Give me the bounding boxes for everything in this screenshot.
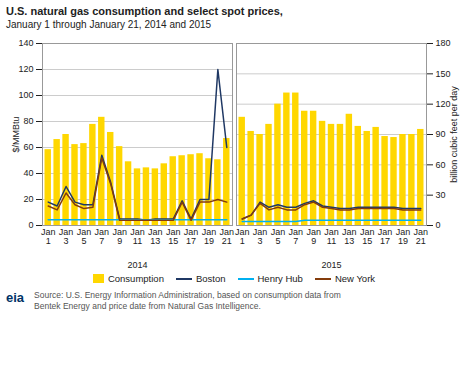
html-text:eia: eia — [6, 290, 25, 305]
svg-text:2015: 2015 — [321, 260, 341, 270]
svg-text:Jan7: Jan7 — [289, 227, 304, 246]
html-text:Boston: Boston — [195, 273, 226, 284]
svg-text:Jan17: Jan17 — [378, 227, 393, 246]
svg-text:Jan19: Jan19 — [396, 227, 411, 246]
svg-text:Jan11: Jan11 — [130, 227, 145, 246]
svg-text:60: 60 — [436, 160, 446, 170]
svg-text:Jan13: Jan13 — [148, 227, 163, 246]
svg-text:Jan21: Jan21 — [220, 227, 235, 246]
svg-text:180: 180 — [436, 38, 451, 48]
html-text:Source: U.S. Energy Informatio: Source: U.S. Energy Information Administ… — [34, 290, 341, 311]
svg-text:Jan9: Jan9 — [306, 227, 321, 246]
svg-text:60: 60 — [23, 142, 33, 152]
svg-text:Jan11: Jan11 — [324, 227, 339, 246]
svg-text:billion cubic feet per day: billion cubic feet per day — [449, 86, 459, 183]
svg-text:40: 40 — [23, 168, 33, 178]
svg-text:120: 120 — [18, 64, 33, 74]
svg-text:Jan15: Jan15 — [166, 227, 181, 246]
html-text:Consumption: Consumption — [107, 273, 164, 284]
svg-text:Jan1: Jan1 — [235, 227, 250, 246]
svg-text:150: 150 — [436, 69, 451, 79]
svg-text:Jan5: Jan5 — [77, 227, 92, 246]
svg-text:2014: 2014 — [127, 260, 147, 270]
svg-text:140: 140 — [18, 38, 33, 48]
svg-text:Jan15: Jan15 — [360, 227, 375, 246]
svg-text:0: 0 — [28, 220, 33, 230]
svg-text:100: 100 — [18, 90, 33, 100]
svg-text:90: 90 — [436, 129, 446, 139]
svg-text:$/MMBtu: $/MMBtu — [11, 116, 21, 152]
svg-text:0: 0 — [436, 220, 441, 230]
svg-text:Jan21: Jan21 — [414, 227, 429, 246]
html-text:January 1 through January 21,: January 1 through January 21, 2014 and 2… — [6, 19, 212, 30]
svg-text:Jan3: Jan3 — [59, 227, 74, 246]
svg-text:120: 120 — [435, 99, 451, 109]
svg-text:Jan7: Jan7 — [95, 227, 110, 246]
svg-text:80: 80 — [23, 116, 33, 126]
svg-text:Jan5: Jan5 — [271, 227, 286, 246]
html-text:Henry Hub: Henry Hub — [257, 273, 303, 284]
svg-text:30: 30 — [436, 190, 446, 200]
html-text:New York: New York — [334, 273, 376, 284]
svg-text:20: 20 — [23, 194, 33, 204]
svg-text:Jan1: Jan1 — [41, 227, 56, 246]
svg-text:Jan9: Jan9 — [112, 227, 127, 246]
svg-text:Jan17: Jan17 — [184, 227, 199, 246]
html-text:U.S. natural gas consumption a: U.S. natural gas consumption and select … — [6, 5, 283, 17]
svg-text:Jan13: Jan13 — [342, 227, 357, 246]
svg-text:Jan3: Jan3 — [253, 227, 268, 246]
svg-text:Jan19: Jan19 — [202, 227, 217, 246]
